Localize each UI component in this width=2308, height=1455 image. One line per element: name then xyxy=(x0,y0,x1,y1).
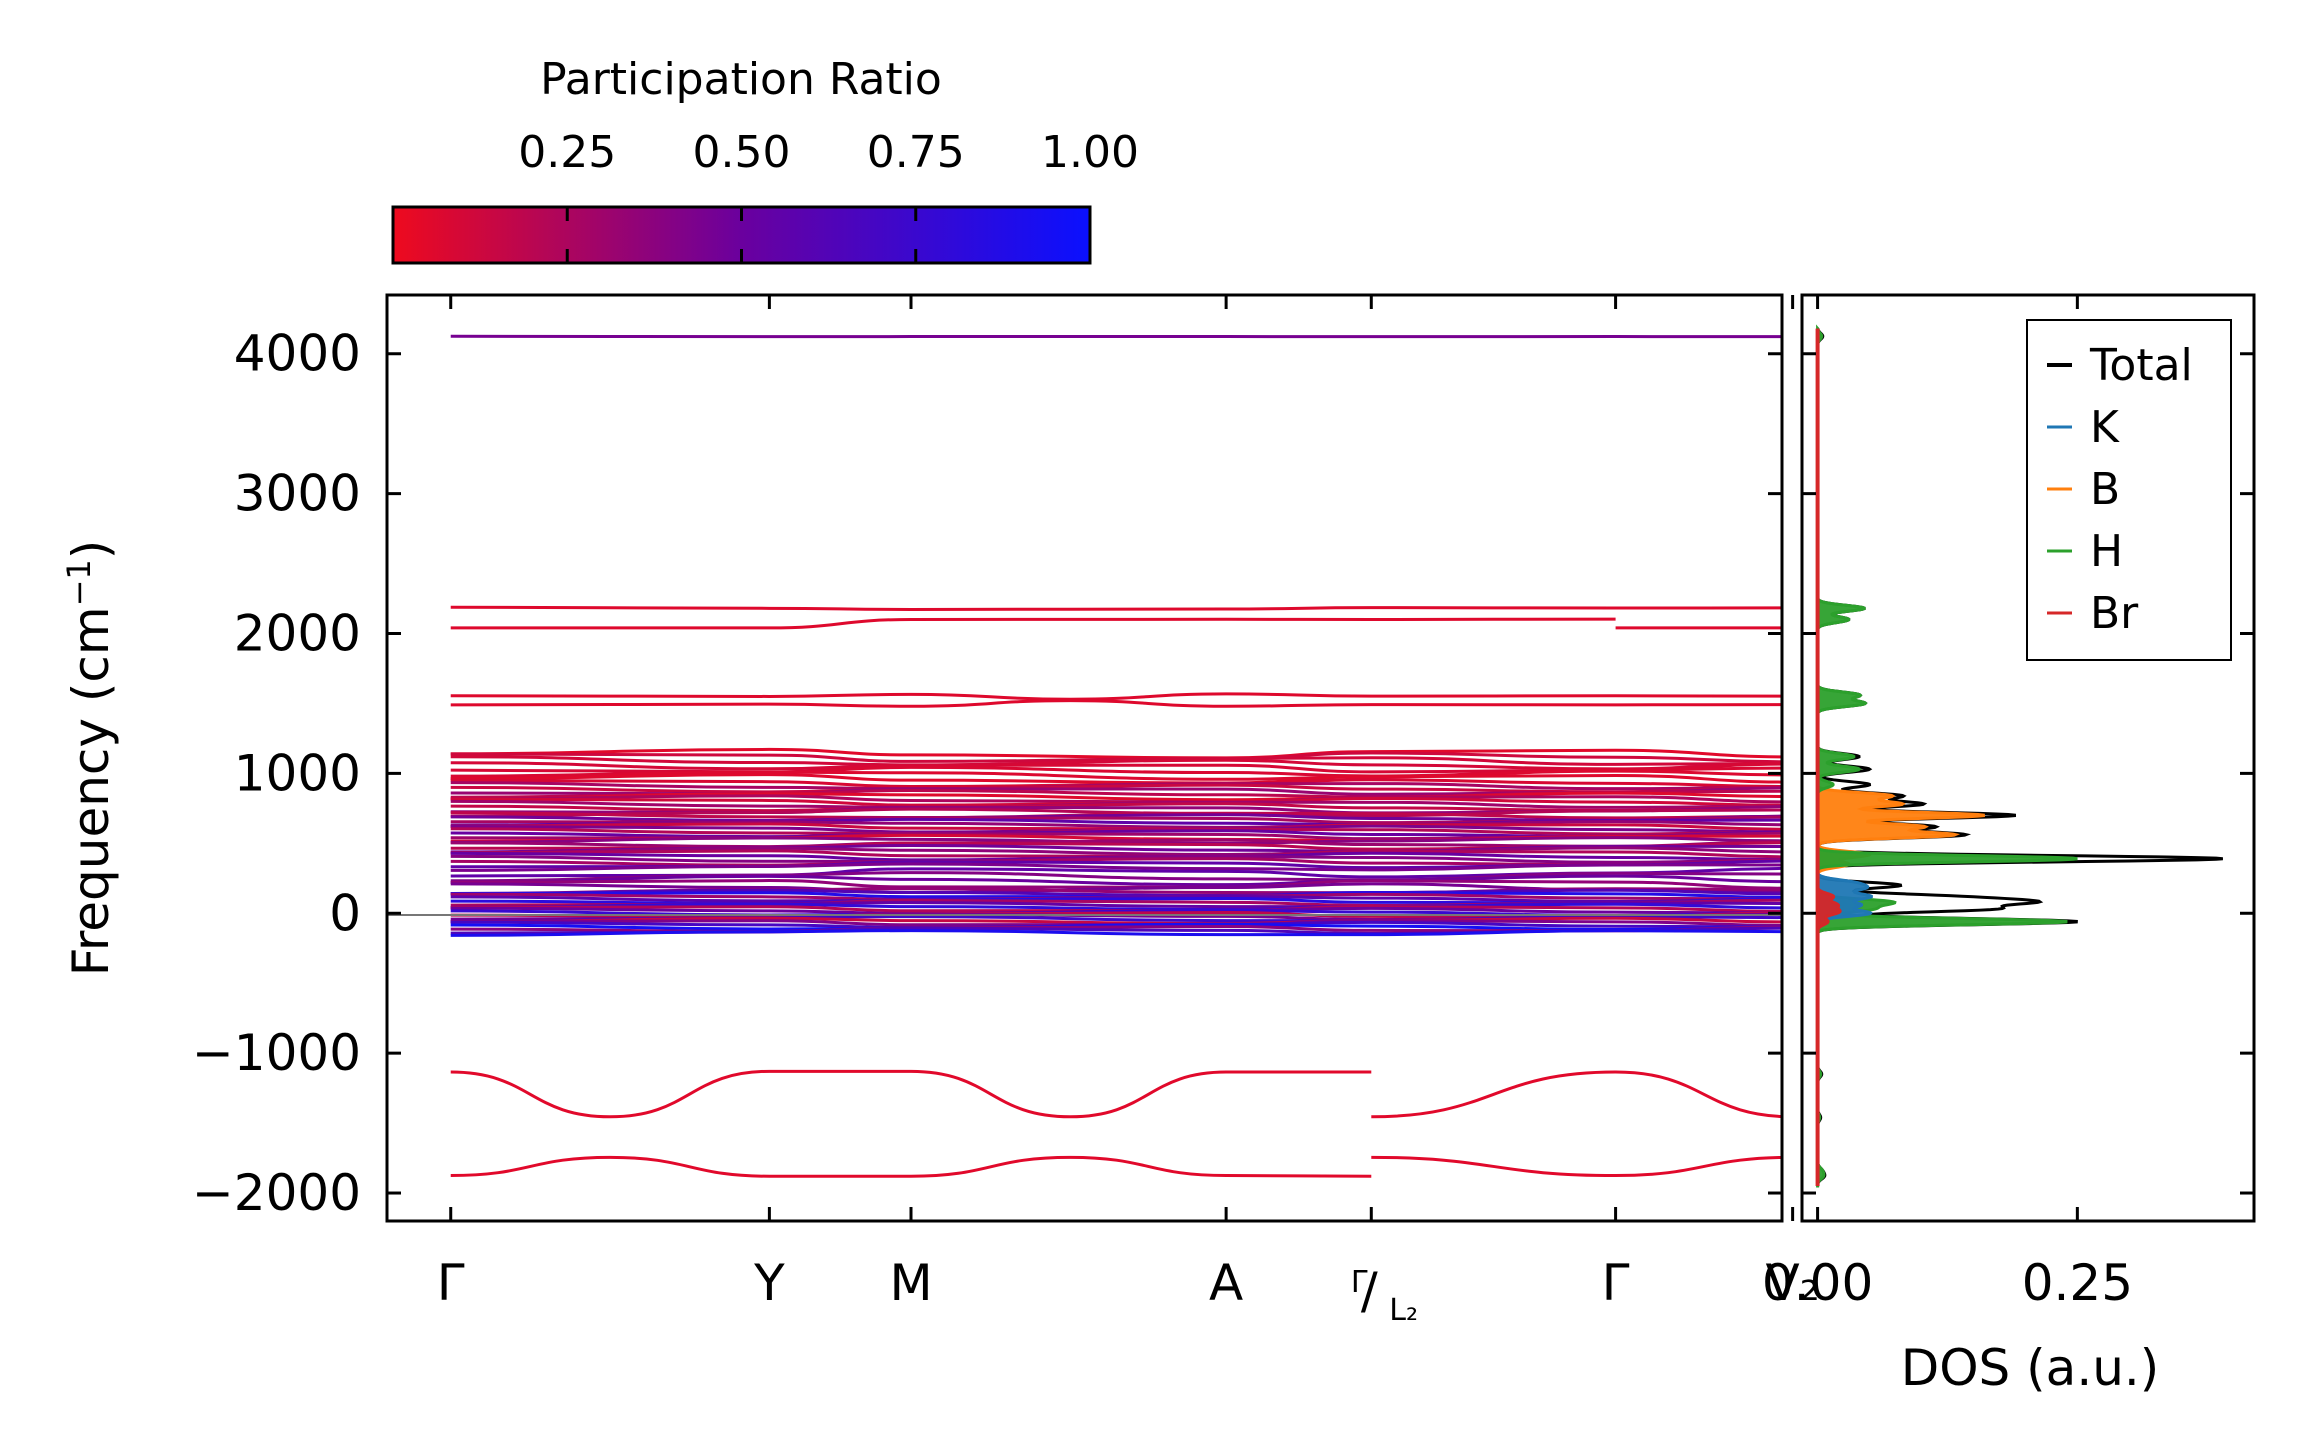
band-plot-frame xyxy=(385,293,1784,1223)
legend-label: Br xyxy=(2090,588,2139,639)
y-tick-label: 3000 xyxy=(234,465,361,523)
band-line-band-1490 xyxy=(450,699,1782,708)
kpoint-label: Y xyxy=(753,1254,785,1312)
band-line xyxy=(450,827,1782,836)
colorbar-ticks: 0.25 0.50 0.75 1.00 xyxy=(518,127,1139,263)
band-line-neg-lower xyxy=(450,1155,1782,1178)
band-line xyxy=(450,846,1782,857)
band-line xyxy=(450,811,1782,820)
band-line-band-1550 xyxy=(450,692,1782,701)
kpoint-label: Γ xyxy=(1602,1254,1630,1312)
colorbar: Participation Ratio 0.25 0.50 0.75 1.00 xyxy=(391,54,1139,265)
band-line xyxy=(450,854,1782,864)
colorbar-tick-label: 0.75 xyxy=(867,127,965,178)
colorbar-tick-label: 0.50 xyxy=(693,127,791,178)
y-axis-label-sup: −1 xyxy=(60,559,98,606)
y-axis-label-main: Frequency (cm xyxy=(62,606,120,976)
band-line xyxy=(450,862,1782,872)
kpoint-label: M xyxy=(889,1254,932,1312)
band-lines xyxy=(450,334,1782,1178)
kpoint-separator: / xyxy=(1361,1262,1378,1320)
band-line-upper-2040 xyxy=(450,617,1782,630)
dos-x-tick-label: 0.00 xyxy=(1762,1254,1873,1312)
kpoint-label: L₂ xyxy=(1389,1293,1418,1328)
legend-label: H xyxy=(2090,526,2123,577)
band-line xyxy=(450,755,1782,767)
dos-curves xyxy=(1815,324,2223,1188)
y-tick-label: −2000 xyxy=(192,1164,361,1222)
band-line xyxy=(450,820,1782,829)
legend-label: K xyxy=(2090,402,2120,453)
band-line-upper-2180 xyxy=(450,605,1782,611)
y-tick-label: 1000 xyxy=(234,744,361,802)
band-line xyxy=(450,799,1782,809)
y-tick-label: 2000 xyxy=(234,605,361,663)
y-axis-label: Frequency (cm−1) xyxy=(60,540,120,977)
legend-label: Total xyxy=(2089,340,2193,391)
y-tick-label: −1000 xyxy=(192,1024,361,1082)
dos-panel: 0.00 0.25 DOS (a.u.) Total KBH Br xyxy=(1762,293,2256,1397)
dos-x-tick-label: 0.25 xyxy=(2022,1254,2133,1312)
dos-plot-frame xyxy=(1800,293,2256,1223)
kpoint-label: A xyxy=(1209,1254,1243,1312)
kpoint-label: Γ xyxy=(1351,1265,1368,1300)
y-tick-label: 4000 xyxy=(234,325,361,383)
legend-label: B xyxy=(2090,464,2120,515)
colorbar-tick-label: 1.00 xyxy=(1041,127,1139,178)
band-line-neg-upper xyxy=(450,1069,1782,1119)
dos-axes: 0.00 0.25 xyxy=(1762,295,2254,1312)
kpoint-label: Γ xyxy=(437,1254,465,1312)
band-line xyxy=(450,929,1782,937)
band-line xyxy=(450,791,1782,802)
colorbar-title: Participation Ratio xyxy=(540,54,942,105)
y-tick-label: 0 xyxy=(329,884,361,942)
legend: Total KBH Br xyxy=(2026,319,2232,661)
band-line xyxy=(450,769,1782,781)
band-line xyxy=(450,874,1782,887)
kpoint-label: V₂ xyxy=(1765,1254,1819,1312)
colorbar-tick-label: 0.25 xyxy=(518,127,616,178)
y-axis-label-close: ) xyxy=(62,540,120,560)
dos-x-axis-label: DOS (a.u.) xyxy=(1901,1339,2160,1397)
legend-items: Total KBH Br xyxy=(2047,340,2193,639)
